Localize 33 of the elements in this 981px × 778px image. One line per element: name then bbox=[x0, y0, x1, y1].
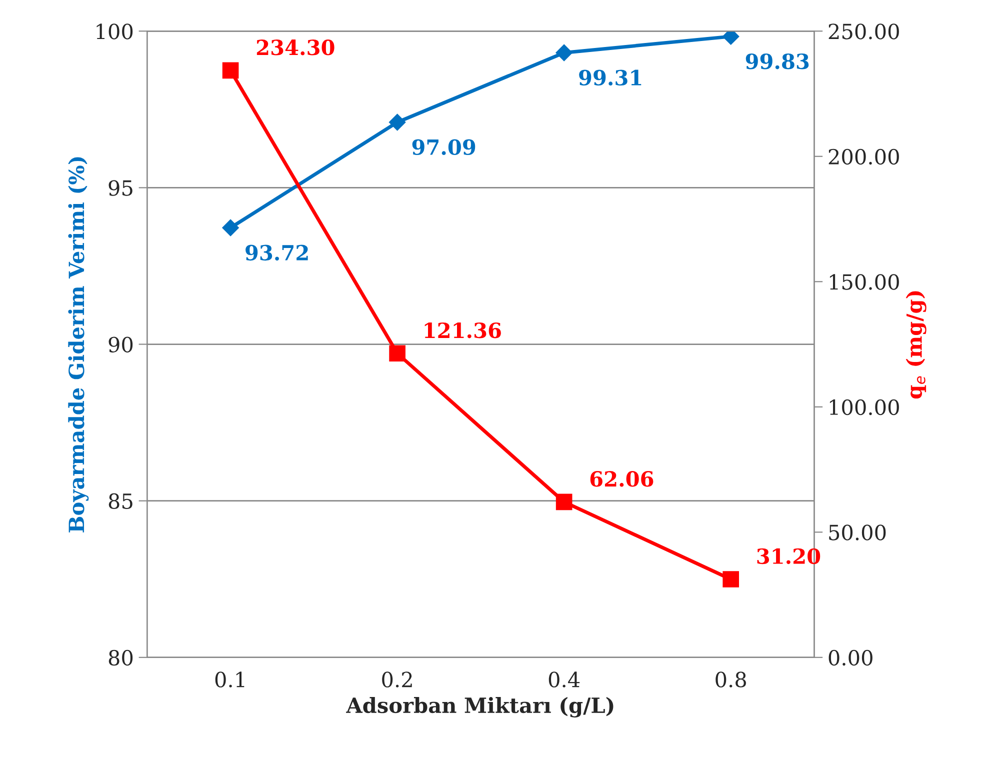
x-tick-label: 0.1 bbox=[215, 672, 244, 688]
y2-tick-label: 50.00 bbox=[829, 524, 886, 540]
point bbox=[222, 62, 239, 79]
y-tick-label: 95 bbox=[108, 180, 132, 196]
point bbox=[388, 114, 406, 131]
y-tick-label: 85 bbox=[108, 493, 132, 510]
data-label: 99.31 bbox=[579, 70, 642, 86]
x-axis-title: Adsorban Miktarı (g/L) bbox=[346, 697, 614, 718]
y-tick-label: 100 bbox=[96, 24, 133, 40]
y-tick-label: 90 bbox=[108, 336, 133, 352]
data-label: 121.36 bbox=[424, 322, 501, 338]
data-label: 93.72 bbox=[246, 244, 308, 261]
y2-axis-title: q$_{e}$ (mg/g) bbox=[906, 291, 926, 399]
data-label: 99.83 bbox=[746, 53, 809, 70]
point bbox=[389, 345, 406, 362]
y2-tick-label: 100.00 bbox=[830, 399, 899, 416]
y2-tick-label: 150.00 bbox=[830, 274, 899, 290]
y2-tick-label: 0.00 bbox=[828, 650, 872, 666]
y-axis-title: Boyarmadde Giderim Verimi (%) bbox=[68, 157, 89, 532]
x-tick-label: 0.4 bbox=[548, 672, 580, 688]
point bbox=[556, 44, 572, 62]
data-label: 234.30 bbox=[256, 40, 334, 56]
point bbox=[722, 571, 740, 588]
y-tick-label: 80 bbox=[108, 650, 133, 666]
x-tick-label: 0.8 bbox=[716, 672, 746, 688]
point bbox=[222, 219, 239, 236]
data-label: 97.09 bbox=[412, 139, 476, 156]
data-label: 62.06 bbox=[590, 471, 654, 487]
y2-tick-label: 250.00 bbox=[828, 24, 899, 40]
point bbox=[556, 494, 572, 510]
x-tick-label: 0.2 bbox=[382, 672, 412, 688]
y2-tick-label: 200.00 bbox=[828, 148, 899, 165]
data-label: 31.20 bbox=[757, 548, 820, 564]
